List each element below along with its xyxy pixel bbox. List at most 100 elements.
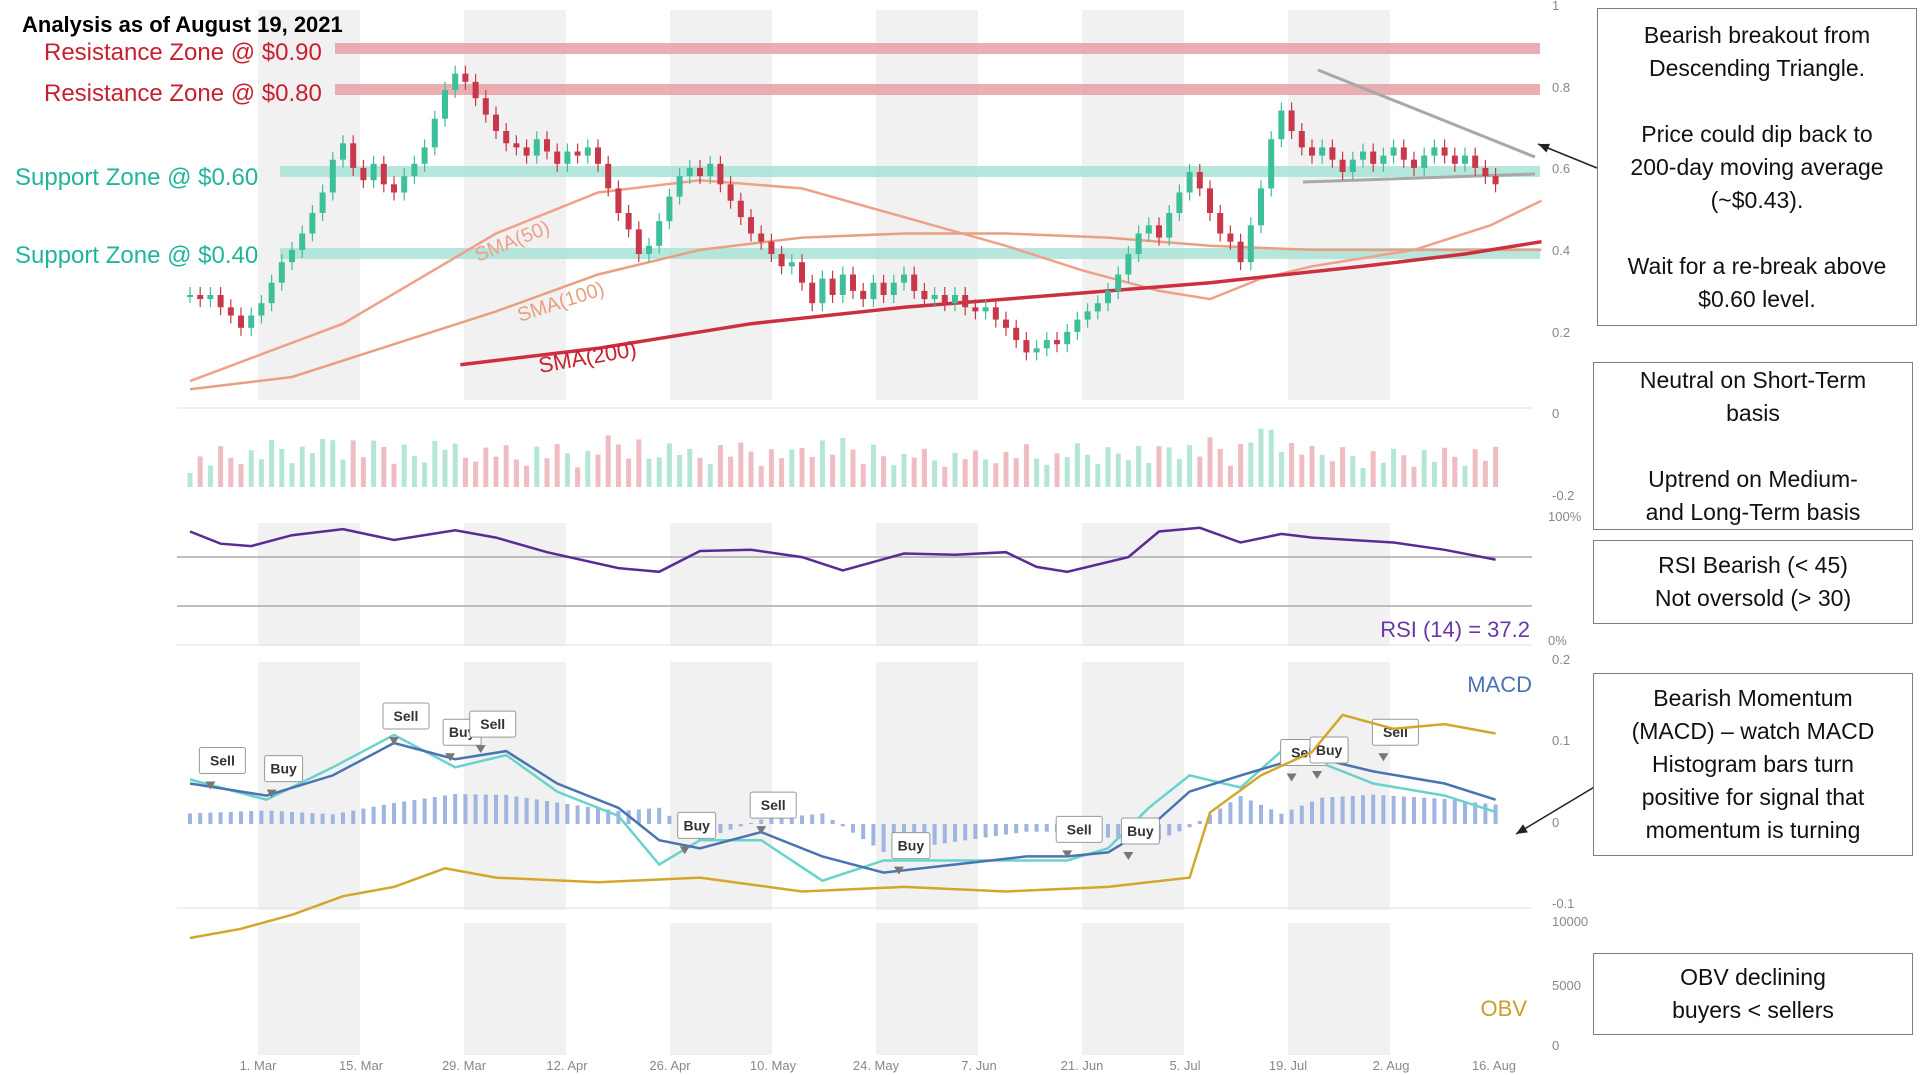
volume-bar xyxy=(575,467,581,487)
note-line: and Long-Term basis xyxy=(1645,498,1861,525)
volume-bar xyxy=(636,439,642,487)
obv-tick: 0 xyxy=(1552,1038,1559,1053)
candle-body xyxy=(819,278,826,304)
macd-histogram-bar xyxy=(1493,804,1498,824)
candle-body xyxy=(1105,290,1111,304)
price-zones xyxy=(280,43,1540,259)
volume-bar xyxy=(850,449,856,487)
volume-bar xyxy=(1125,460,1131,487)
macd-histogram-bar xyxy=(1279,813,1284,824)
rsi-panel xyxy=(177,526,1532,607)
macd-histogram-bar xyxy=(647,808,651,824)
week-shade xyxy=(1288,662,1390,910)
candle-body xyxy=(1258,188,1264,226)
signal-marker xyxy=(389,737,399,745)
candle-body xyxy=(380,163,387,185)
candle-body xyxy=(860,290,867,300)
macd-histogram-bar xyxy=(942,824,947,844)
candle-body xyxy=(605,163,612,189)
candle-body xyxy=(1309,147,1315,156)
candle-body xyxy=(1360,151,1366,160)
macd-histogram-bar xyxy=(361,808,366,824)
volume-bar xyxy=(228,457,234,487)
macd-histogram-bar xyxy=(759,819,764,824)
volume-bar xyxy=(493,456,499,487)
candle-body xyxy=(238,315,244,328)
macd-histogram-bar xyxy=(1371,794,1376,824)
volume-bar xyxy=(422,462,428,487)
volume-bar xyxy=(524,465,530,487)
macd-histogram-bar xyxy=(1218,808,1223,824)
macd-histogram-bar xyxy=(657,807,662,824)
candle-body xyxy=(391,184,397,193)
candle-body xyxy=(1176,192,1183,213)
macd-histogram-bar xyxy=(198,813,203,824)
x-tick: 2. Aug xyxy=(1373,1058,1410,1073)
macd-histogram-bar xyxy=(290,811,294,824)
macd-histogram-bar xyxy=(1024,824,1029,832)
volume-bar xyxy=(972,450,978,487)
note-trend: Neutral on Short-Term basis Uptrend on Med… xyxy=(1593,362,1913,530)
macd-histogram-bar xyxy=(545,800,549,824)
volume-bar xyxy=(1442,447,1448,487)
candle-body xyxy=(1339,159,1346,172)
macd-histogram-bar xyxy=(1473,802,1478,824)
volume-bar xyxy=(1238,444,1244,487)
macd-histogram-bar xyxy=(504,794,509,824)
note-line: momentum is turning xyxy=(1645,817,1861,843)
volume-bar xyxy=(891,465,897,487)
volume-bar xyxy=(197,456,203,487)
rsi-tick: 100% xyxy=(1548,509,1582,524)
candle-body xyxy=(676,176,683,197)
candle-body xyxy=(1227,233,1234,242)
note-line: positive for signal that xyxy=(1641,784,1865,810)
candle-body xyxy=(1125,254,1132,275)
zone-label: Support Zone @ $0.60 xyxy=(15,164,258,191)
volume-bar xyxy=(1074,443,1080,487)
candle-body xyxy=(1054,340,1060,345)
volume-bar xyxy=(299,446,305,487)
candle-body xyxy=(870,282,877,300)
candle-body xyxy=(941,295,948,304)
week-shade xyxy=(258,523,360,646)
volume-bar xyxy=(513,459,519,487)
volume-bar xyxy=(717,445,723,487)
candle-body xyxy=(707,163,714,177)
macd-histogram-bar xyxy=(769,818,774,824)
macd-histogram-bar xyxy=(392,802,396,824)
macd-histogram-bar xyxy=(1197,821,1202,824)
triangle-upper-line xyxy=(1317,68,1536,159)
volume-bar xyxy=(401,444,407,487)
volume-bar xyxy=(768,449,774,487)
candle-body xyxy=(1288,110,1295,131)
candle-body xyxy=(921,290,928,300)
volume-bar xyxy=(1115,453,1121,487)
macd-histogram-bar xyxy=(1330,797,1335,824)
note-breakout: Bearish breakout from Descending Triangle… xyxy=(1597,8,1917,326)
week-shade xyxy=(258,923,360,1055)
macd-tick: 0 xyxy=(1552,815,1559,830)
candle-body xyxy=(207,295,214,300)
macd-histogram-bar xyxy=(1452,800,1457,824)
note-line: Bearish Momentum xyxy=(1653,685,1853,711)
candle-body xyxy=(758,233,765,242)
volume-bar xyxy=(860,463,866,487)
candle-body xyxy=(962,295,969,308)
volume-bar xyxy=(656,457,662,487)
volume-bar xyxy=(819,440,825,487)
candle-body xyxy=(309,213,316,234)
week-shade xyxy=(670,10,772,400)
signal-marker xyxy=(1378,753,1389,762)
volume-bar xyxy=(1329,461,1335,487)
volume-bar xyxy=(309,453,315,487)
candle-body xyxy=(1319,147,1326,156)
candle-body xyxy=(1145,225,1152,234)
candle-body xyxy=(1023,340,1030,353)
signal-box xyxy=(749,791,797,819)
macd-histogram-bar xyxy=(667,815,672,824)
x-tick: 10. May xyxy=(750,1058,797,1073)
signal-marker xyxy=(1123,852,1134,861)
volume-bar xyxy=(646,458,652,487)
volume-bar xyxy=(544,458,550,487)
candle-body xyxy=(370,163,377,181)
